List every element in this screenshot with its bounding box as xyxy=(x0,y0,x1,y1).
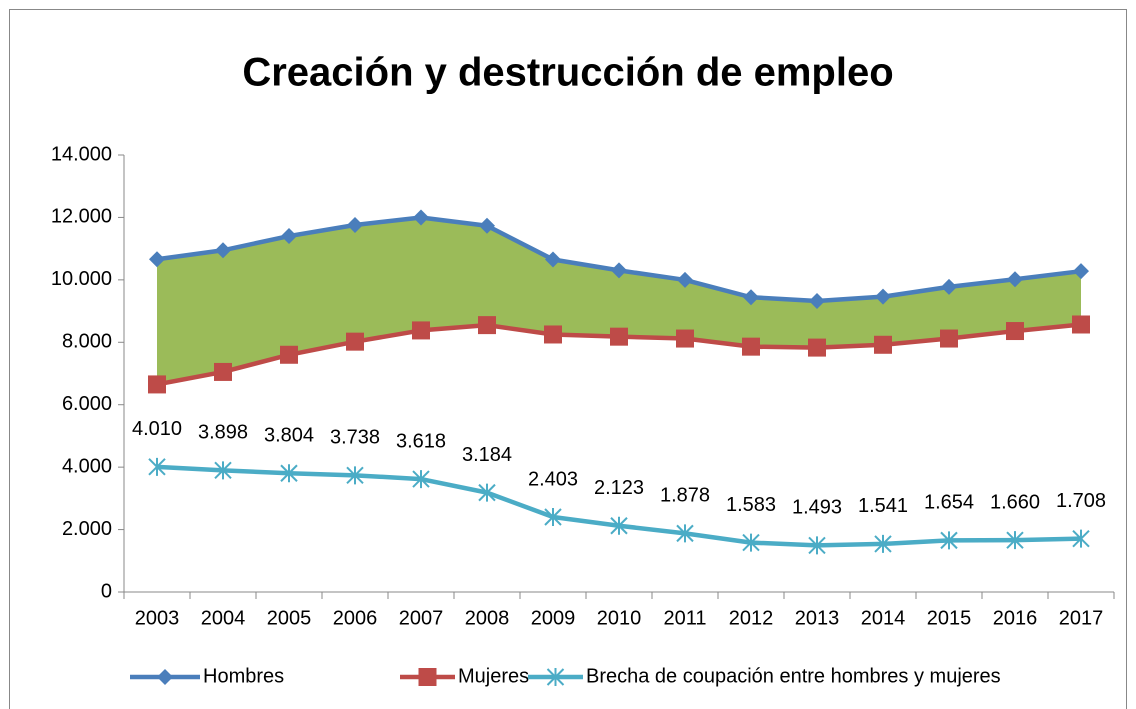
x-tick-label: 2014 xyxy=(861,607,906,629)
x-tick-label: 2017 xyxy=(1059,607,1104,629)
data-label: 3.618 xyxy=(396,430,446,452)
marker xyxy=(874,335,892,354)
data-label: 1.654 xyxy=(924,492,974,514)
data-label: 2.123 xyxy=(594,477,644,499)
marker xyxy=(610,327,628,346)
x-tick-label: 2006 xyxy=(333,607,378,629)
marker xyxy=(479,217,495,234)
data-label: 1.660 xyxy=(990,491,1040,513)
x-tick-label: 2016 xyxy=(993,607,1038,629)
marker xyxy=(940,329,958,348)
x-tick-label: 2011 xyxy=(663,607,706,629)
x-tick-label: 2004 xyxy=(201,607,246,629)
x-tick-label: 2015 xyxy=(927,607,972,629)
x-tick-label: 2007 xyxy=(399,607,444,629)
y-tick-label: 2.000 xyxy=(62,518,112,540)
x-tick-label: 2003 xyxy=(135,607,180,629)
data-label: 1.708 xyxy=(1056,490,1106,512)
x-tick-label: 2013 xyxy=(795,607,840,629)
marker xyxy=(478,483,496,502)
x-tick-label: 2010 xyxy=(597,607,642,629)
marker xyxy=(214,461,232,480)
marker xyxy=(610,516,628,535)
chart-title: Creación y destrucción de empleo xyxy=(242,51,893,95)
marker xyxy=(413,209,429,226)
marker xyxy=(544,507,562,526)
marker xyxy=(280,345,298,364)
marker xyxy=(742,533,760,552)
marker xyxy=(808,338,826,357)
marker xyxy=(941,278,957,295)
marker xyxy=(611,262,627,279)
data-label: 1.541 xyxy=(858,495,908,517)
data-label: 3.898 xyxy=(198,422,248,444)
legend-label: Mujeres xyxy=(458,665,529,687)
marker xyxy=(874,534,892,553)
marker xyxy=(214,362,232,381)
y-tick-label: 14.000 xyxy=(51,143,112,165)
y-tick-label: 4.000 xyxy=(62,455,112,477)
data-label: 2.403 xyxy=(528,468,578,490)
marker xyxy=(346,332,364,351)
marker xyxy=(1007,271,1023,288)
marker xyxy=(544,325,562,344)
marker xyxy=(281,228,297,245)
marker xyxy=(808,536,826,555)
marker xyxy=(1006,531,1024,550)
x-tick-label: 2009 xyxy=(531,607,576,629)
x-tick-label: 2005 xyxy=(267,607,312,629)
marker xyxy=(546,668,565,686)
data-label: 3.804 xyxy=(264,425,314,447)
data-label: 3.738 xyxy=(330,427,380,449)
marker xyxy=(940,531,958,550)
marker xyxy=(418,668,437,686)
marker xyxy=(676,329,694,348)
y-tick-label: 12.000 xyxy=(51,206,112,228)
marker xyxy=(347,216,363,233)
y-tick-label: 6.000 xyxy=(62,393,112,415)
data-label: 1.878 xyxy=(660,485,710,507)
marker xyxy=(149,251,165,268)
marker xyxy=(676,524,694,543)
marker xyxy=(412,470,430,489)
marker xyxy=(545,251,561,268)
data-label: 4.010 xyxy=(132,418,182,440)
marker xyxy=(1072,529,1090,548)
data-label: 3.184 xyxy=(462,444,512,466)
gap-area xyxy=(157,217,1081,385)
data-label: 1.493 xyxy=(792,497,842,519)
y-tick-label: 0 xyxy=(101,580,112,602)
marker xyxy=(743,289,759,306)
marker xyxy=(346,466,364,485)
y-tick-label: 8.000 xyxy=(62,331,112,353)
marker xyxy=(1006,322,1024,341)
y-tick-label: 10.000 xyxy=(51,268,112,290)
marker xyxy=(215,242,231,259)
marker xyxy=(412,321,430,340)
marker xyxy=(875,288,891,305)
marker xyxy=(148,375,166,394)
marker xyxy=(478,316,496,335)
marker xyxy=(157,669,173,685)
x-tick-label: 2012 xyxy=(729,607,774,629)
marker xyxy=(1072,315,1090,334)
legend-label: Brecha de coupación entre hombres y muje… xyxy=(586,665,1001,687)
data-label: 1.583 xyxy=(726,494,776,516)
marker xyxy=(1073,263,1089,280)
marker xyxy=(677,271,693,288)
marker xyxy=(809,292,825,309)
marker xyxy=(148,457,166,476)
marker xyxy=(280,464,298,483)
legend-label: Hombres xyxy=(203,665,284,687)
x-tick-label: 2008 xyxy=(465,607,510,629)
marker xyxy=(742,337,760,356)
